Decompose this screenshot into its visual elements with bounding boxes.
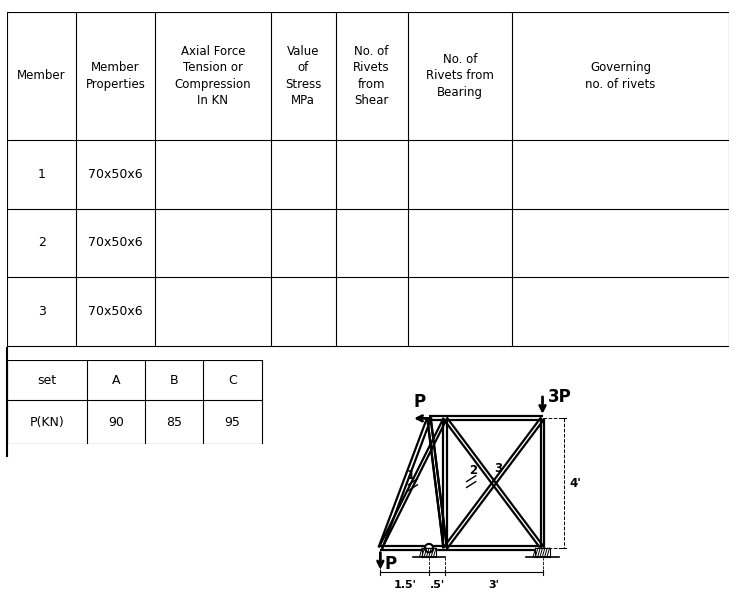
Text: 1: 1 <box>38 167 46 181</box>
Text: 1: 1 <box>407 469 415 482</box>
Text: 85: 85 <box>166 416 183 428</box>
Text: No. of
Rivets
from
Shear: No. of Rivets from Shear <box>353 44 390 107</box>
Text: 3': 3' <box>489 580 499 590</box>
Text: Member: Member <box>18 70 66 82</box>
Text: 1.5': 1.5' <box>393 580 416 590</box>
Text: Governing
no. of rivets: Governing no. of rivets <box>585 61 656 91</box>
Text: P: P <box>413 393 425 411</box>
Text: Axial Force
Tension or
Compression
In KN: Axial Force Tension or Compression In KN <box>174 44 251 107</box>
Text: A: A <box>112 374 120 386</box>
Text: C: C <box>228 374 237 386</box>
Text: set: set <box>38 374 57 386</box>
Text: 95: 95 <box>224 416 241 428</box>
Polygon shape <box>422 548 436 557</box>
Text: B: B <box>170 374 179 386</box>
Text: 2: 2 <box>469 464 477 478</box>
Text: 2: 2 <box>38 236 46 250</box>
Circle shape <box>425 544 434 553</box>
Text: No. of
Rivets from
Bearing: No. of Rivets from Bearing <box>426 53 494 99</box>
Polygon shape <box>535 548 550 557</box>
Text: 90: 90 <box>108 416 124 428</box>
Text: 3: 3 <box>495 462 503 475</box>
Text: Member
Properties: Member Properties <box>85 61 146 91</box>
Text: 3: 3 <box>38 305 46 319</box>
Text: Value
of
Stress
MPa: Value of Stress MPa <box>285 44 322 107</box>
Text: 70x50x6: 70x50x6 <box>88 167 143 181</box>
Text: .5': .5' <box>430 580 445 590</box>
Text: 4': 4' <box>569 477 581 490</box>
Text: 70x50x6: 70x50x6 <box>88 305 143 319</box>
Text: 3P: 3P <box>548 388 571 406</box>
Text: 70x50x6: 70x50x6 <box>88 236 143 250</box>
Text: P: P <box>384 556 397 574</box>
Text: P(KN): P(KN) <box>29 416 65 428</box>
